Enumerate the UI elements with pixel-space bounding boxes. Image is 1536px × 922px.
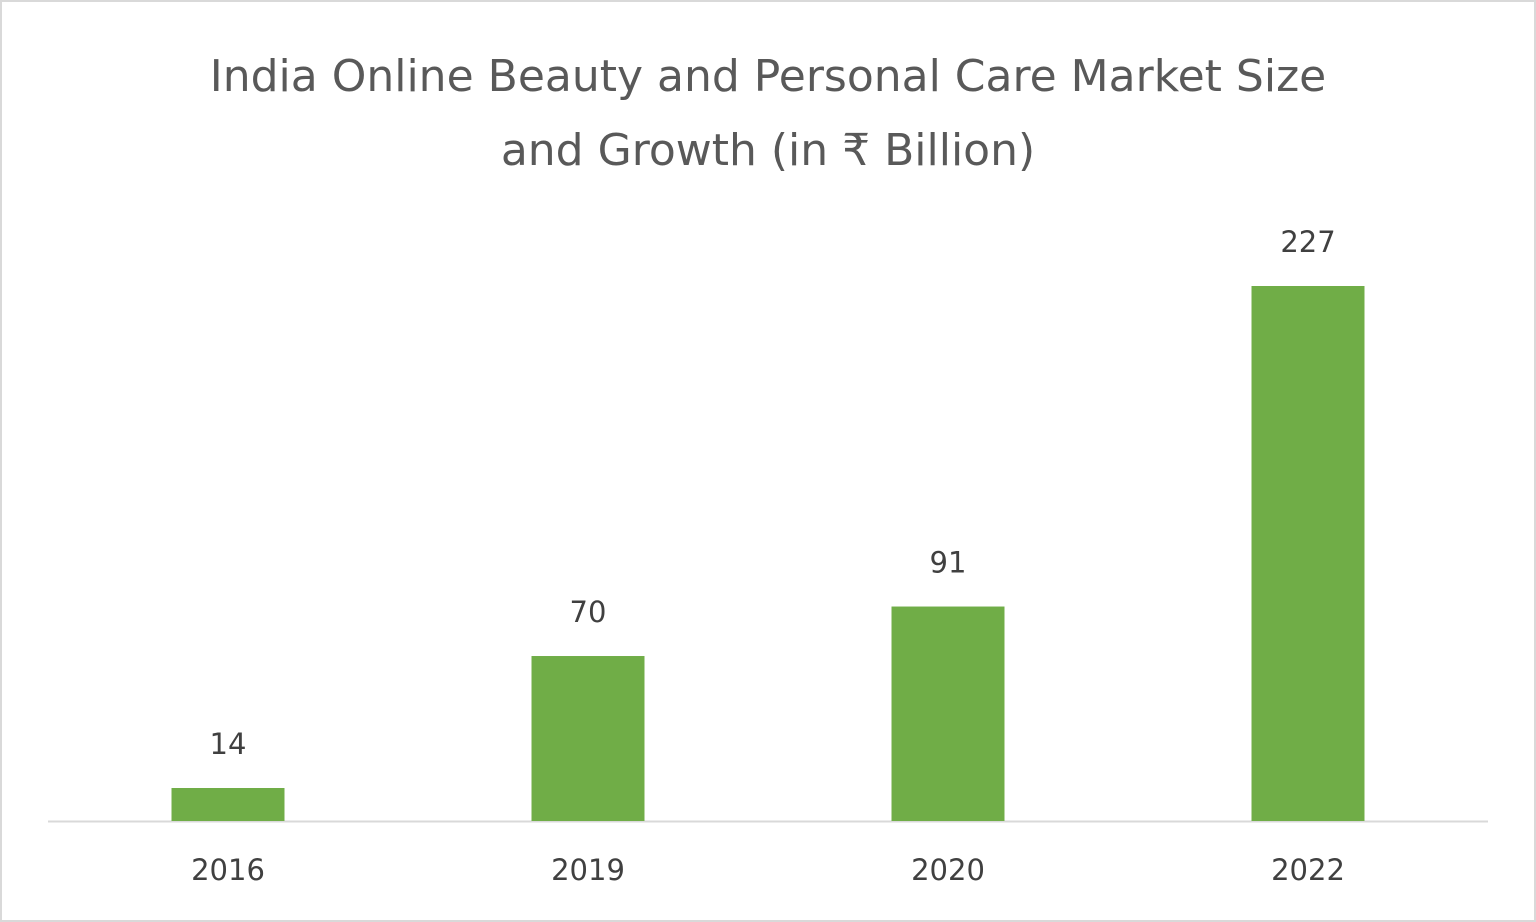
data-label: 91 [930, 546, 967, 580]
bar [891, 606, 1005, 821]
x-tick-label: 2020 [911, 853, 985, 887]
bar [1251, 286, 1365, 821]
bar [531, 656, 645, 821]
x-tick-label: 2022 [1271, 853, 1345, 887]
data-label: 227 [1280, 225, 1335, 259]
data-label: 14 [210, 727, 247, 761]
x-tick-label: 2016 [191, 853, 265, 887]
bar [171, 788, 285, 821]
x-tick-label: 2019 [551, 853, 625, 887]
chart-title: India Online Beauty and Personal Care Ma… [209, 51, 1327, 176]
data-label: 70 [570, 595, 607, 629]
